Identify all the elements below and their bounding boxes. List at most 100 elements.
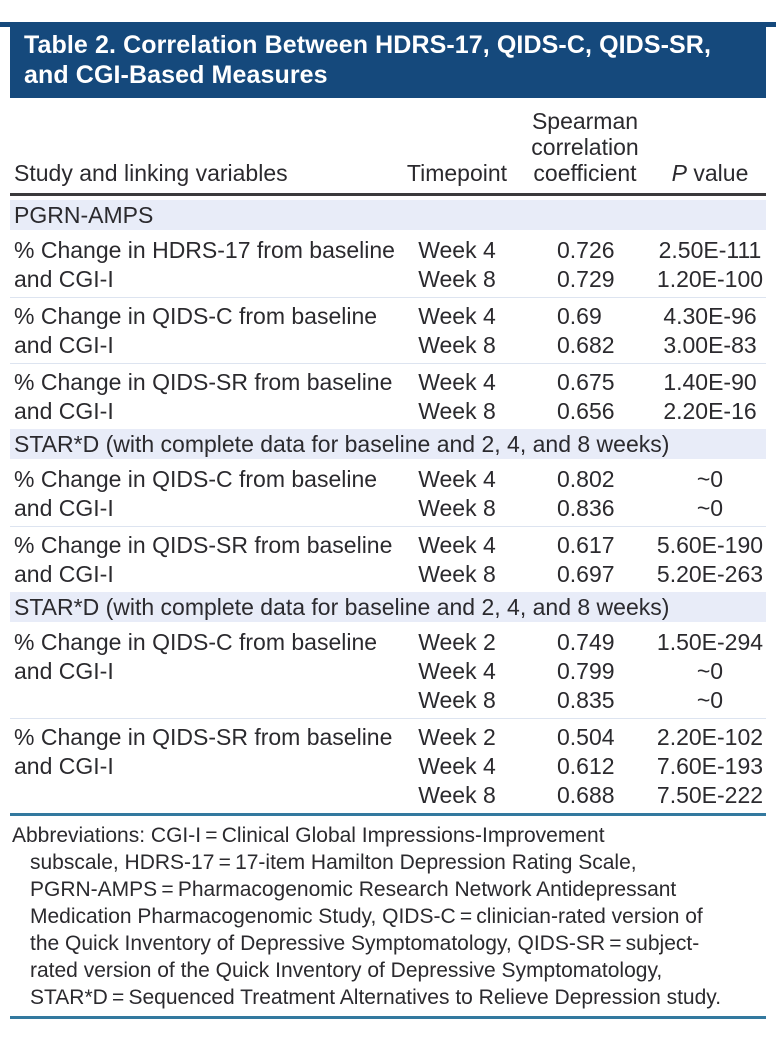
row-label-line: % Change in QIDS-SR from baseline xyxy=(14,532,393,558)
timepoint-cell: Week 4 Week 8 xyxy=(398,531,516,589)
pvalue-value: ~0 xyxy=(696,658,724,684)
row-label-cell: % Change in QIDS-C from baseline and CGI-… xyxy=(10,465,398,523)
timepoint-value: Week 8 xyxy=(418,782,496,808)
coefficient-value: 0.802 xyxy=(557,466,615,492)
row-label-cell: % Change in QIDS-C from baseline and CGI-… xyxy=(10,628,398,715)
footnote-bottom-rule xyxy=(10,1016,766,1019)
footnote-line: the Quick Inventory of Depressive Sympto… xyxy=(30,932,700,955)
row-label-cell: % Change in QIDS-SR from baseline and CGI… xyxy=(10,368,398,426)
pvalue-cell: 1.40E-90 2.20E-16 xyxy=(654,368,766,426)
pvalue-cell: 1.50E-294 ~0 ~0 xyxy=(654,628,766,715)
col-header-timepoint: Timepoint xyxy=(406,160,508,186)
coefficient-value: 0.656 xyxy=(557,398,615,424)
footnote-line: PGRN-AMPS = Pharmacogenomic Research Net… xyxy=(30,878,677,901)
table-row-group: % Change in QIDS-SR from baseline and CGI… xyxy=(10,363,766,429)
pvalue-cell: 5.60E-190 5.20E-263 xyxy=(654,531,766,589)
table-row-group: % Change in QIDS-SR from baseline and CGI… xyxy=(10,526,766,592)
coefficient-value: 0.504 xyxy=(557,724,615,750)
timepoint-value: Week 8 xyxy=(418,495,496,521)
pvalue-value: 4.30E-96 xyxy=(663,303,757,329)
abbreviations-footnote: Abbreviations: CGI-I = Clinical Global I… xyxy=(10,816,766,1016)
pvalue-value: 3.00E-83 xyxy=(663,332,757,358)
row-label-cell: % Change in QIDS-C from baseline and CGI-… xyxy=(10,302,398,360)
timepoint-value: Week 8 xyxy=(418,398,496,424)
footnote-line: rated version of the Quick Inventory of … xyxy=(30,959,663,982)
coefficient-value: 0.799 xyxy=(557,658,615,684)
coefficient-value: 0.688 xyxy=(557,782,615,808)
header-divider-rule xyxy=(10,193,766,196)
timepoint-value: Week 2 xyxy=(418,724,496,750)
table-title-line-1: Table 2. Correlation Between HDRS-17, QI… xyxy=(24,31,712,59)
section-header-label: PGRN-AMPS xyxy=(14,201,154,228)
footnote-line: Medication Pharmacogenomic Study, QIDS-C… xyxy=(30,905,703,928)
row-label-line: % Change in QIDS-C from baseline xyxy=(14,629,378,655)
pvalue-cell: ~0 ~0 xyxy=(654,465,766,523)
pvalue-value: 1.40E-90 xyxy=(663,369,757,395)
coefficient-value: 0.617 xyxy=(557,532,615,558)
timepoint-cell: Week 4 Week 8 xyxy=(398,236,516,294)
pvalue-value: ~0 xyxy=(696,495,724,521)
coefficient-cell: 0.69 0.682 xyxy=(516,302,654,360)
coefficient-value: 0.697 xyxy=(557,561,615,587)
row-label-cell: % Change in HDRS-17 from baseline and CGI… xyxy=(10,236,398,294)
timepoint-value: Week 2 xyxy=(418,629,496,655)
coefficient-value: 0.729 xyxy=(557,266,615,292)
pvalue-value: 2.20E-102 xyxy=(656,724,764,750)
timepoint-value: Week 4 xyxy=(418,532,496,558)
coefficient-value: 0.675 xyxy=(557,369,615,395)
footnote-line: Abbreviations: CGI-I = Clinical Global I… xyxy=(12,824,605,847)
row-label-line: % Change in QIDS-C from baseline xyxy=(14,303,378,329)
col-header-coefficient-line-2: correlation xyxy=(531,134,639,160)
table-2-figure: Table 2. Correlation Between HDRS-17, QI… xyxy=(0,22,776,1019)
coefficient-cell: 0.617 0.697 xyxy=(516,531,654,589)
coefficient-cell: 0.726 0.729 xyxy=(516,236,654,294)
top-border-bar xyxy=(0,22,776,27)
coefficient-value: 0.69 xyxy=(557,303,602,329)
row-label-line: % Change in QIDS-SR from baseline xyxy=(14,724,393,750)
table-row-group: % Change in QIDS-C from baseline and CGI-… xyxy=(10,624,766,718)
table-row-group: % Change in QIDS-SR from baseline and CGI… xyxy=(10,718,766,813)
col-header-spearman-correlation-coefficient: Spearman correlation coefficient xyxy=(516,108,654,186)
row-label-cell: % Change in QIDS-SR from baseline and CGI… xyxy=(10,531,398,589)
row-label-line: % Change in QIDS-C from baseline xyxy=(14,466,378,492)
timepoint-value: Week 8 xyxy=(418,687,496,713)
row-label-line: and CGI-I xyxy=(14,398,114,424)
section-header-band: STAR*D (with complete data for baseline … xyxy=(10,592,766,622)
footnote-line: subscale, HDRS-17 = 17-item Hamilton Dep… xyxy=(30,851,637,874)
timepoint-value: Week 4 xyxy=(418,369,496,395)
coefficient-value: 0.836 xyxy=(557,495,615,521)
pvalue-cell: 4.30E-96 3.00E-83 xyxy=(654,302,766,360)
table-row-group: % Change in QIDS-C from baseline and CGI-… xyxy=(10,461,766,526)
timepoint-value: Week 8 xyxy=(418,266,496,292)
timepoint-value: Week 8 xyxy=(418,332,496,358)
footnote-top-rule xyxy=(10,813,766,816)
coefficient-cell: 0.802 0.836 xyxy=(516,465,654,523)
row-label-line: and CGI-I xyxy=(14,495,114,521)
timepoint-cell: Week 4 Week 8 xyxy=(398,368,516,426)
coefficient-value: 0.682 xyxy=(557,332,615,358)
coefficient-cell: 0.675 0.656 xyxy=(516,368,654,426)
pvalue-cell: 2.20E-102 7.60E-193 7.50E-222 xyxy=(654,723,766,810)
pvalue-value: 1.20E-100 xyxy=(656,266,764,292)
pvalue-value: 1.50E-294 xyxy=(656,629,764,655)
section-header-label: STAR*D (with complete data for baseline … xyxy=(14,593,670,620)
section-header-label: STAR*D (with complete data for baseline … xyxy=(14,430,670,457)
coefficient-value: 0.726 xyxy=(557,237,615,263)
row-label-line: % Change in QIDS-SR from baseline xyxy=(14,369,393,395)
timepoint-value: Week 8 xyxy=(418,561,496,587)
table-row-group: % Change in QIDS-C from baseline and CGI-… xyxy=(10,297,766,363)
row-label-line: and CGI-I xyxy=(14,658,114,684)
coefficient-cell: 0.749 0.799 0.835 xyxy=(516,628,654,715)
timepoint-value: Week 4 xyxy=(418,466,496,492)
table-body: PGRN-AMPS % Change in HDRS-17 from baseli… xyxy=(10,196,766,813)
timepoint-cell: Week 2 Week 4 Week 8 xyxy=(398,723,516,810)
footnote-line: STAR*D = Sequenced Treatment Alternative… xyxy=(30,986,722,1009)
row-label-line: and CGI-I xyxy=(14,753,114,779)
table-title-line-2: and CGI-Based Measures xyxy=(24,61,328,89)
pvalue-value: 7.50E-222 xyxy=(656,782,764,808)
timepoint-cell: Week 2 Week 4 Week 8 xyxy=(398,628,516,715)
row-label-line: and CGI-I xyxy=(14,266,114,292)
timepoint-cell: Week 4 Week 8 xyxy=(398,302,516,360)
timepoint-value: Week 4 xyxy=(418,658,496,684)
col-header-study-and-linking-variables: Study and linking variables xyxy=(14,160,288,186)
